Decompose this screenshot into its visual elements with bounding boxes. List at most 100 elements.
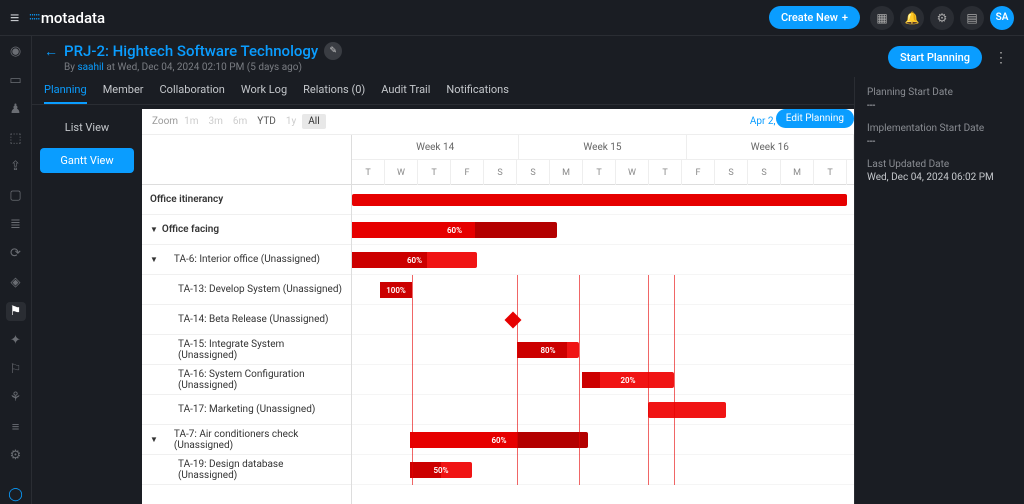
- author-link[interactable]: saahil: [77, 62, 103, 73]
- kebab-icon[interactable]: ⋮: [990, 50, 1012, 66]
- zoom-1m[interactable]: 1m: [180, 114, 202, 129]
- chart-row: [352, 395, 854, 425]
- gantt-bar[interactable]: 60%: [410, 432, 588, 448]
- day-cell: W: [385, 160, 418, 185]
- create-new-label: Create New: [781, 11, 838, 24]
- chart-body: 60% 60% 100% 80%20% 60% 50%: [352, 185, 854, 485]
- gantt-bar[interactable]: [648, 402, 726, 418]
- tab-worklog[interactable]: Work Log: [241, 77, 287, 104]
- day-cell: T: [352, 160, 385, 185]
- nav-refresh-icon[interactable]: ⟳: [6, 244, 26, 263]
- logo-dots-icon: ••••••••••: [29, 14, 40, 21]
- nav-cube-icon[interactable]: ◈: [6, 273, 26, 292]
- zoom-3m[interactable]: 3m: [204, 114, 226, 129]
- week-cell: Week 16: [687, 135, 854, 159]
- zoom-ytd[interactable]: YTD: [253, 114, 280, 129]
- nav-stack-icon[interactable]: ≣: [6, 215, 26, 234]
- nav-settings-icon[interactable]: ⚙: [6, 446, 26, 465]
- tab-relations[interactable]: Relations (0): [303, 77, 365, 104]
- nav-help-icon[interactable]: ◯: [6, 485, 26, 504]
- gantt-bar[interactable]: 80%: [517, 342, 579, 358]
- tabs: Planning Member Collaboration Work Log R…: [32, 77, 854, 105]
- chart-row: 20%: [352, 365, 854, 395]
- nav-flag-icon[interactable]: ⚐: [6, 360, 26, 379]
- gantt-bar[interactable]: [352, 194, 847, 206]
- gantt-bar[interactable]: 60%: [352, 252, 477, 268]
- task-row[interactable]: TA-19: Design database (Unassigned): [142, 455, 351, 485]
- day-cell: T: [814, 160, 847, 185]
- week-row: Week 14Week 15Week 16: [352, 135, 854, 160]
- day-cell: S: [517, 160, 550, 185]
- grid-icon[interactable]: ▤: [960, 6, 984, 30]
- chart-row: 100%: [352, 275, 854, 305]
- list-view-button[interactable]: List View: [40, 115, 134, 140]
- day-cell: W: [616, 160, 649, 185]
- nav-light-icon[interactable]: ✦: [6, 331, 26, 350]
- tab-audit[interactable]: Audit Trail: [381, 77, 430, 104]
- tab-planning[interactable]: Planning: [44, 77, 87, 104]
- task-row[interactable]: ▼TA-7: Air conditioners check (Unassigne…: [142, 425, 351, 455]
- center-column: Planning Member Collaboration Work Log R…: [32, 77, 854, 504]
- task-row[interactable]: TA-17: Marketing (Unassigned): [142, 395, 351, 425]
- edit-planning-button[interactable]: Edit Planning: [776, 109, 854, 128]
- nav-box-icon[interactable]: ⬚: [6, 129, 26, 148]
- zoom-all[interactable]: All: [302, 114, 325, 129]
- day-cell: S: [748, 160, 781, 185]
- side-value-last-updated: Wed, Dec 04, 2024 06:02 PM: [867, 172, 1012, 183]
- hamburger-icon[interactable]: ≡: [10, 8, 19, 28]
- calendar-icon[interactable]: ▦: [870, 6, 894, 30]
- avatar[interactable]: SA: [990, 6, 1014, 30]
- zoom-label: Zoom: [152, 116, 178, 127]
- nav-people-icon[interactable]: ♟: [6, 100, 26, 119]
- task-row[interactable]: TA-14: Beta Release (Unassigned): [142, 305, 351, 335]
- nav-item-icon[interactable]: ▭: [6, 71, 26, 90]
- tab-collaboration[interactable]: Collaboration: [160, 77, 225, 104]
- logo[interactable]: •••••••••• motadata: [29, 9, 105, 27]
- task-row[interactable]: ▼Office facing: [142, 215, 351, 245]
- planning-body: List View Gantt View Edit Planning Zoom …: [32, 105, 854, 504]
- nav-dashboard-icon[interactable]: ◉: [6, 42, 26, 61]
- gantt-bar[interactable]: 100%: [380, 282, 412, 298]
- day-cell: T: [418, 160, 451, 185]
- nav-project-icon[interactable]: ⚑: [6, 302, 26, 321]
- side-label-last-updated: Last Updated Date: [867, 159, 1012, 170]
- gantt-panel: Edit Planning Zoom 1m 3m 6m YTD 1y All A…: [142, 109, 854, 504]
- task-row[interactable]: Office itinerancy: [142, 185, 351, 215]
- week-cell: Week 14: [352, 135, 519, 159]
- chart-row: 60%: [352, 245, 854, 275]
- nav-monitor-icon[interactable]: ▢: [6, 186, 26, 205]
- task-row[interactable]: TA-16: System Configuration (Unassigned): [142, 365, 351, 395]
- zoom-1y[interactable]: 1y: [282, 114, 300, 129]
- plus-icon: +: [842, 11, 848, 24]
- gantt-view-button[interactable]: Gantt View: [40, 148, 134, 173]
- tab-notifications[interactable]: Notifications: [446, 77, 509, 104]
- left-nav: ◉ ▭ ♟ ⬚ ⇪ ▢ ≣ ⟳ ◈ ⚑ ✦ ⚐ ⚘ ≡ ⚙ ◯: [0, 36, 32, 504]
- chart-row: 80%: [352, 335, 854, 365]
- gantt-bar[interactable]: 50%: [410, 462, 472, 478]
- create-new-button[interactable]: Create New +: [769, 6, 860, 29]
- task-row[interactable]: ▼TA-6: Interior office (Unassigned): [142, 245, 351, 275]
- task-row[interactable]: TA-15: Integrate System (Unassigned): [142, 335, 351, 365]
- bell-icon[interactable]: 🔔: [900, 6, 924, 30]
- tab-member[interactable]: Member: [103, 77, 144, 104]
- back-arrow-icon[interactable]: ←: [44, 43, 58, 60]
- gantt-bar[interactable]: 20%: [582, 372, 674, 388]
- nav-list-icon[interactable]: ≡: [6, 417, 26, 436]
- start-planning-button[interactable]: Start Planning: [888, 46, 982, 69]
- zoom-6m[interactable]: 6m: [229, 114, 251, 129]
- task-column: Office itinerancy▼Office facing▼TA-6: In…: [142, 135, 352, 504]
- nav-team-icon[interactable]: ⚘: [6, 389, 26, 408]
- edit-title-icon[interactable]: ✎: [324, 42, 342, 60]
- side-label-planning-start: Planning Start Date: [867, 87, 1012, 98]
- gear-icon[interactable]: ⚙: [930, 6, 954, 30]
- day-cell: F: [451, 160, 484, 185]
- chart-row: 60%: [352, 425, 854, 455]
- dependency-line: [648, 275, 649, 485]
- nav-upload-icon[interactable]: ⇪: [6, 158, 26, 177]
- gantt-bar[interactable]: 60%: [352, 222, 557, 238]
- day-cell: T: [583, 160, 616, 185]
- dependency-line: [579, 275, 580, 485]
- main: ← PRJ-2: Hightech Software Technology ✎ …: [32, 36, 1024, 504]
- task-row[interactable]: TA-13: Develop System (Unassigned): [142, 275, 351, 305]
- milestone-icon[interactable]: [505, 312, 522, 329]
